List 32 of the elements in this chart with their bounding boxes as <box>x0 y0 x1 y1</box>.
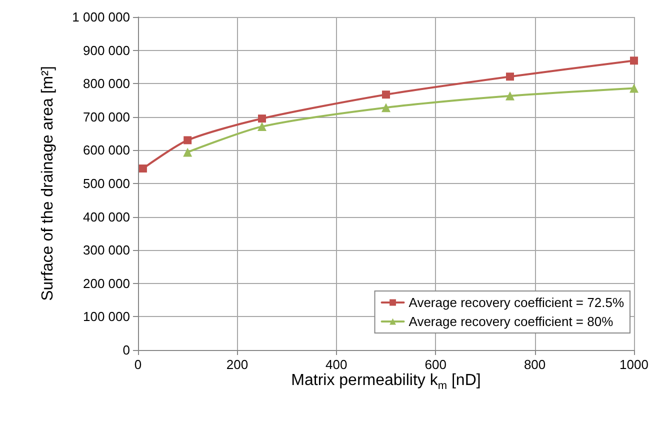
x-tick-label: 1000 <box>620 357 648 372</box>
point <box>184 136 192 144</box>
y-tick-label: 900 000 <box>83 42 130 58</box>
legend-label: Average recovery coefficient = 72.5% <box>408 295 624 310</box>
x-tick-label: 800 <box>524 357 546 372</box>
point <box>630 84 638 93</box>
point <box>183 148 192 157</box>
x-tick-label: 200 <box>226 357 248 372</box>
point <box>138 164 147 173</box>
y-tick-label: 200 000 <box>83 276 130 291</box>
x-tick-label: 0 <box>134 357 142 372</box>
y-tick-label: 400 000 <box>83 209 130 224</box>
point <box>258 114 266 123</box>
y-tick-label: 300 000 <box>83 242 130 258</box>
y-tick-label: 100 000 <box>83 309 130 324</box>
y-tick-label: 1 000 000 <box>72 10 130 24</box>
y-tick-label: 800 000 <box>83 76 130 92</box>
x-tick-label: 400 <box>326 357 348 372</box>
y-tick-label: 600 000 <box>83 142 130 158</box>
legend-label: Average recovery coefficient = 80% <box>408 314 614 329</box>
point <box>382 103 390 112</box>
y-tick-label: 700 000 <box>83 109 130 124</box>
x-axis-title: Matrix permeability k$_{m}$ [nD] <box>290 372 482 392</box>
point <box>258 122 266 132</box>
point <box>382 90 390 99</box>
y-axis-title: Surface of the drainage area [m²] <box>40 66 56 301</box>
y-tick-label: 500 000 <box>83 176 130 191</box>
x-tick-label: 600 <box>424 357 446 372</box>
y-tick-label: 0 <box>122 342 130 358</box>
point <box>506 91 514 100</box>
point <box>506 72 514 81</box>
point <box>630 56 638 65</box>
